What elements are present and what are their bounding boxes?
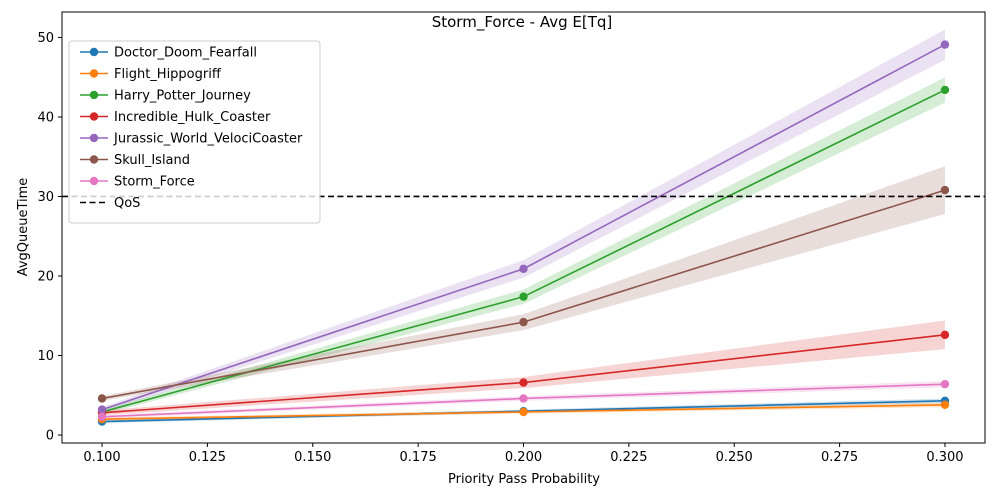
point-jurassic-world-velocicoaster-0 [97, 405, 107, 414]
legend-label-incredible-hulk-coaster: Incredible_Hulk_Coaster [114, 110, 271, 125]
legend-box [68, 40, 321, 224]
legend-label-storm-force: Storm_Force [114, 175, 195, 190]
point-storm-force-2 [940, 379, 950, 389]
legend-marker-incredible-hulk-coaster [89, 112, 99, 121]
y-tick-label: 30 [37, 190, 54, 205]
legend-marker-jurassic-world-velocicoaster [89, 133, 99, 143]
point-flight-hippogriff-2 [940, 400, 950, 410]
legend-label-doctor-doom-fearfall: Doctor_Doom_Fearfall [114, 46, 257, 61]
x-tick-label: 0.300 [926, 450, 963, 465]
point-skull-island-2 [940, 185, 950, 195]
y-tick-label: 0 [46, 429, 54, 444]
point-skull-island-0 [97, 394, 107, 403]
point-harry-potter-journey-1 [519, 292, 528, 301]
y-tick-label: 10 [37, 349, 54, 364]
band-incredible-hulk-coaster [102, 320, 945, 416]
x-tick-label: 0.275 [821, 450, 858, 465]
legend: Doctor_Doom_Fearfall Flight_Hippogriff Har… [68, 40, 321, 224]
legend-marker-flight-hippogriff [89, 69, 99, 78]
x-tick-label: 0.175 [400, 450, 437, 465]
y-axis-label: AvgQueueTime [16, 178, 31, 277]
x-axis-ticks: 0.100 0.125 0.150 0.175 0.200 0.225 0.250 0.275… [83, 443, 964, 465]
y-tick-label: 20 [37, 270, 54, 285]
legend-marker-doctor-doom-fearfall [89, 47, 99, 57]
x-tick-label: 0.200 [505, 450, 542, 465]
y-axis-ticks: 0 10 20 30 40 50 [37, 31, 62, 444]
legend-marker-harry-potter-journey [89, 90, 99, 100]
legend-label-qos: QoS [114, 196, 140, 211]
legend-label-harry-potter-journey: Harry_Potter_Journey [114, 89, 251, 104]
legend-label-jurassic-world-velocicoaster: Jurassic_World_VelociCoaster [113, 132, 303, 147]
x-tick-label: 0.250 [716, 450, 753, 465]
point-incredible-hulk-coaster-2 [940, 330, 950, 340]
series-points [97, 40, 950, 426]
point-skull-island-1 [519, 317, 528, 327]
point-jurassic-world-velocicoaster-1 [519, 264, 528, 274]
y-tick-label: 50 [37, 31, 54, 46]
chart-title: Storm_Force - Avg E[Tq] [432, 13, 613, 32]
legend-marker-skull-island [89, 155, 99, 164]
point-jurassic-world-velocicoaster-2 [940, 40, 950, 49]
legend-marker-storm-force [89, 176, 99, 186]
x-tick-label: 0.100 [83, 450, 120, 465]
point-flight-hippogriff-1 [519, 407, 528, 417]
legend-label-flight-hippogriff: Flight_Hippogriff [114, 67, 222, 82]
x-tick-label: 0.225 [610, 450, 647, 465]
y-tick-label: 40 [37, 110, 54, 125]
x-axis-label: Priority Pass Probability [448, 472, 600, 487]
point-storm-force-1 [519, 394, 528, 403]
point-incredible-hulk-coaster-1 [519, 378, 528, 387]
legend-label-skull-island: Skull_Island [114, 153, 190, 168]
point-storm-force-0 [97, 412, 107, 421]
point-harry-potter-journey-2 [940, 85, 950, 95]
x-tick-label: 0.150 [294, 450, 331, 465]
x-tick-label: 0.125 [189, 450, 226, 465]
